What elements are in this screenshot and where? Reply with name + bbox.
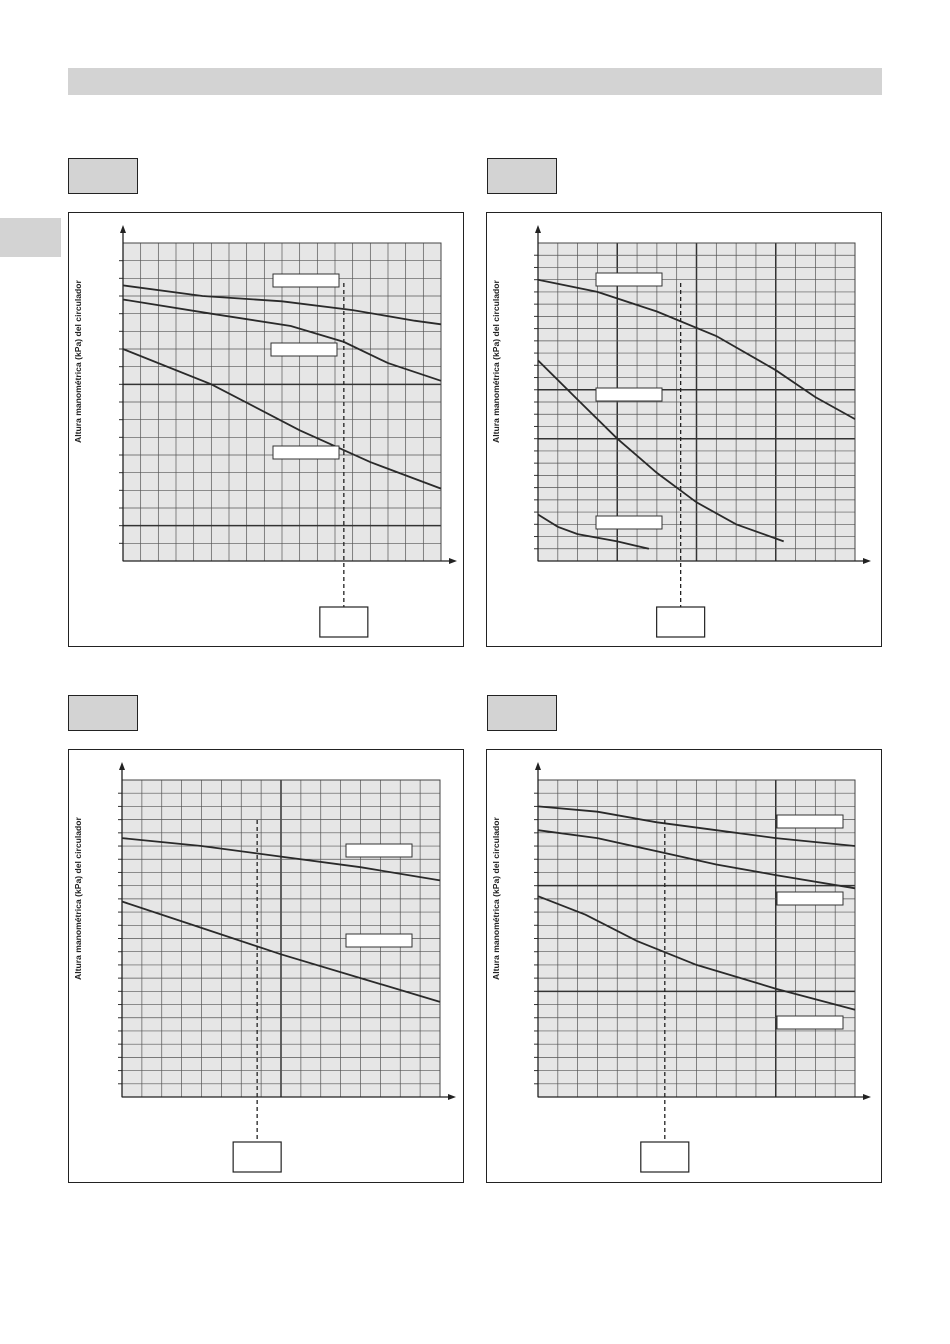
chart-4-series-3-legend-box bbox=[776, 1015, 844, 1030]
chart-4-series-1-line bbox=[537, 805, 856, 847]
chart-4-series-3-line bbox=[537, 895, 856, 1011]
chart-2-series-1-line bbox=[537, 278, 856, 420]
chart-1-label-box bbox=[68, 158, 138, 194]
chart-2-panel: Altura manométrica (kPa) del circulador bbox=[486, 212, 882, 647]
chart-4-grid bbox=[538, 780, 855, 1097]
chart-1-marker-box bbox=[319, 606, 369, 638]
chart-1-series-3-line bbox=[122, 348, 442, 490]
chart-1-panel: Altura manométrica (kPa) del circulador bbox=[68, 212, 464, 647]
chart-2-grid bbox=[538, 243, 855, 561]
chart-2-series-1-legend-box bbox=[595, 272, 663, 287]
chart-4-series-2-legend-box bbox=[776, 891, 844, 906]
chart-4-series-2-line bbox=[537, 829, 856, 890]
chart-3-series-1-line bbox=[121, 837, 441, 882]
chart-2-svg bbox=[534, 225, 871, 638]
chart-3-series-1-legend-box bbox=[345, 843, 413, 858]
chart-1-grid bbox=[123, 243, 441, 561]
chart-1-x-axis-arrow bbox=[449, 558, 457, 564]
chart-4-marker-box bbox=[640, 1141, 690, 1173]
chart-1-series-3-legend-box bbox=[272, 445, 340, 460]
section-header-bar bbox=[68, 68, 882, 95]
chart-2-x-axis-arrow bbox=[863, 558, 871, 564]
chart-1-series-1-legend-box bbox=[272, 273, 340, 288]
chart-2-label-box bbox=[487, 158, 557, 194]
chart-3-svg bbox=[118, 762, 456, 1173]
chart-4-label-box bbox=[487, 695, 557, 731]
chart-1-y-axis-arrow bbox=[120, 225, 126, 233]
chart-3-series-2-legend-box bbox=[345, 933, 413, 948]
chart-2-series-3-line bbox=[537, 513, 650, 550]
chart-3-label-box bbox=[68, 695, 138, 731]
chart-3-series-2-line bbox=[121, 900, 441, 1003]
chart-3-y-axis-arrow bbox=[119, 762, 125, 770]
chart-2-series-2-line bbox=[537, 359, 785, 543]
chart-4-x-axis-arrow bbox=[863, 1094, 871, 1100]
chart-4-svg bbox=[534, 762, 871, 1173]
chart-2-series-2-legend-box bbox=[595, 387, 663, 402]
chart-4-y-axis-arrow bbox=[535, 762, 541, 770]
chart-4-series-1-legend-box bbox=[776, 814, 844, 829]
chart-2-marker-box bbox=[656, 606, 706, 638]
chart-3-x-axis-arrow bbox=[448, 1094, 456, 1100]
chart-4-panel: Altura manométrica (kPa) del circulador bbox=[486, 749, 882, 1183]
side-tab bbox=[0, 218, 61, 257]
chart-2-series-3-legend-box bbox=[595, 515, 663, 530]
chart-1-svg bbox=[119, 225, 457, 638]
chart-2-y-axis-arrow bbox=[535, 225, 541, 233]
chart-3-panel: Altura manométrica (kPa) del circulador bbox=[68, 749, 464, 1183]
chart-3-grid bbox=[122, 780, 440, 1097]
chart-1-series-1-line bbox=[122, 284, 442, 326]
chart-1-series-2-line bbox=[122, 298, 442, 382]
chart-3-marker-box bbox=[232, 1141, 282, 1173]
chart-1-series-2-legend-box bbox=[270, 342, 338, 357]
